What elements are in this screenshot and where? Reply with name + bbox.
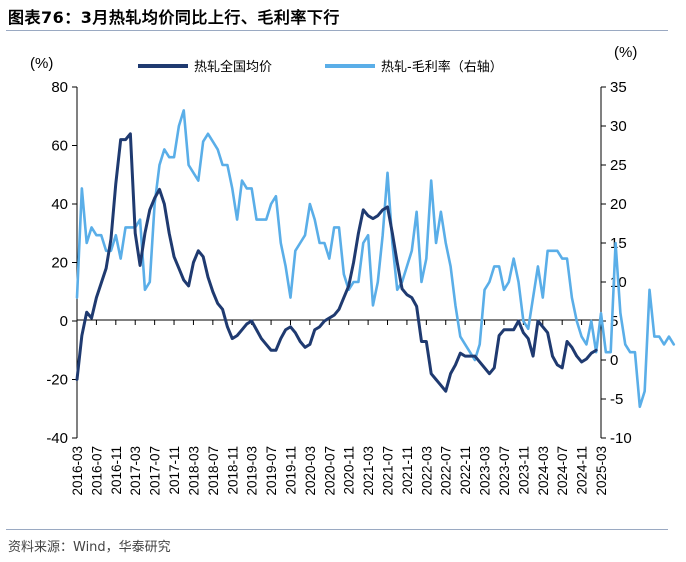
x-tick-label: 2021-07 xyxy=(381,446,396,496)
x-tick-label: 2024-07 xyxy=(555,446,570,496)
left-axis-ticks: -40 -20 0 20 40 60 80 xyxy=(46,79,77,447)
x-tick-label: 2020-07 xyxy=(322,446,337,496)
right-tick-label: 0 xyxy=(610,352,618,369)
x-tick-label: 2021-03 xyxy=(361,446,376,496)
x-tick-label: 2023-03 xyxy=(478,446,493,496)
legend: 热轧全国均价 热轧-毛利率（右轴） xyxy=(138,59,503,75)
x-tick-label: 2019-07 xyxy=(264,446,279,496)
title-divider xyxy=(6,30,668,31)
x-tick-label: 2016-03 xyxy=(70,446,85,496)
x-tick-label: 2017-07 xyxy=(148,446,163,496)
series-line-margin xyxy=(75,109,676,409)
x-tick-label: 2023-07 xyxy=(497,446,512,496)
left-axis-unit: (%) xyxy=(30,55,53,72)
left-tick-label: 20 xyxy=(51,255,68,272)
x-tick-label: 2024-11 xyxy=(575,446,590,495)
figure-title: 图表76：3月热轧均价同比上行、毛利率下行 xyxy=(8,8,340,27)
x-tick-label: 2016-07 xyxy=(89,446,104,496)
x-tick-label: 2020-11 xyxy=(342,446,357,495)
x-tick-label: 2022-03 xyxy=(419,446,434,496)
series-line-price xyxy=(75,132,598,393)
x-tick-label: 2018-11 xyxy=(225,446,240,495)
x-tick-label: 2025-03 xyxy=(594,446,609,496)
x-tick-label: 2019-11 xyxy=(283,446,298,495)
right-tick-label: -5 xyxy=(610,391,623,408)
x-tick-label: 2020-03 xyxy=(303,446,318,496)
source-divider xyxy=(6,529,668,530)
legend-label-price: 热轧全国均价 xyxy=(194,59,272,75)
right-axis-unit: (%) xyxy=(614,44,637,61)
left-tick-label: 80 xyxy=(51,79,68,96)
series-layer xyxy=(75,109,676,409)
right-tick-label: 15 xyxy=(610,235,627,252)
right-tick-label: 35 xyxy=(610,79,627,96)
right-tick-label: 25 xyxy=(610,157,627,174)
left-tick-label: -20 xyxy=(46,372,68,389)
right-tick-label: -10 xyxy=(610,430,632,447)
x-tick-label: 2022-07 xyxy=(439,446,454,496)
right-tick-label: 30 xyxy=(610,118,627,135)
line-chart: 热轧全国均价 热轧-毛利率（右轴） (%) (%) -40 -20 0 20 40 60 8… xyxy=(30,44,676,496)
legend-label-margin: 热轧-毛利率（右轴） xyxy=(381,59,503,75)
x-tick-label: 2022-11 xyxy=(458,446,473,495)
x-tick-label: 2021-11 xyxy=(400,446,415,495)
right-tick-label: 20 xyxy=(610,196,627,213)
left-tick-label: 60 xyxy=(51,138,68,155)
x-tick-label: 2019-03 xyxy=(245,446,260,496)
left-tick-label: 0 xyxy=(60,313,68,330)
x-tick-label: 2024-03 xyxy=(536,446,551,496)
x-tick-label: 2018-07 xyxy=(206,446,221,496)
source-note: 资料来源：Wind，华泰研究 xyxy=(8,540,171,555)
x-tick-label: 2023-11 xyxy=(516,446,531,495)
left-tick-label: -40 xyxy=(46,430,68,447)
x-tick-label: 2017-03 xyxy=(128,446,143,496)
x-tick-label: 2017-11 xyxy=(167,446,182,495)
x-axis-ticks: 2016-03 2016-07 2016-11 2017-03 2017-07 2017-… xyxy=(70,320,609,496)
right-tick-label: 5 xyxy=(610,313,618,330)
x-tick-label: 2018-03 xyxy=(186,446,201,496)
x-tick-label: 2016-11 xyxy=(109,446,124,495)
left-tick-label: 40 xyxy=(51,196,68,213)
